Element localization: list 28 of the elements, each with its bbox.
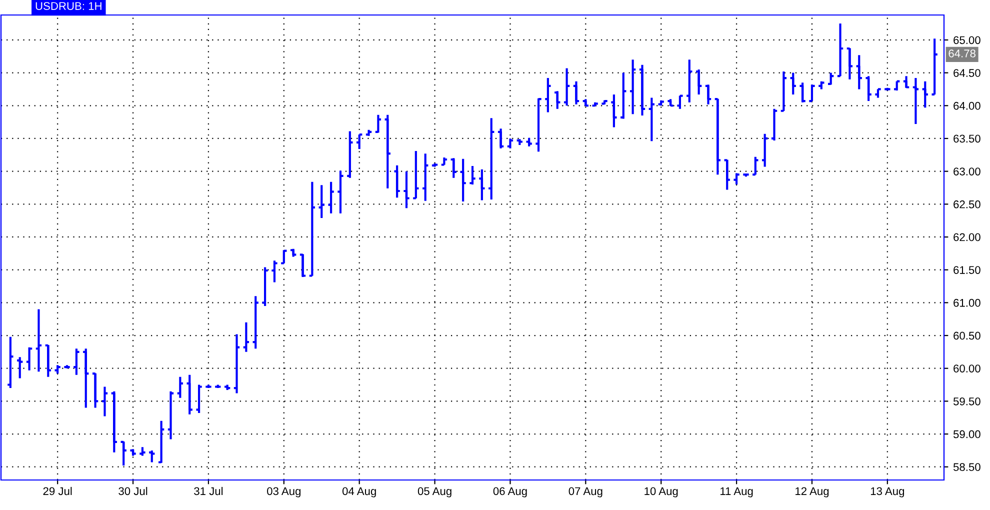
x-tick-label: 10 Aug: [644, 487, 678, 498]
chart-title: USDRUB: 1H: [36, 2, 102, 10]
y-tick-label: 63.50: [954, 134, 980, 143]
x-tick-label: 04 Aug: [342, 487, 376, 498]
y-tick-label: 61.00: [954, 298, 980, 307]
y-tick-label: 58.50: [953, 463, 980, 471]
y-tick-label: 65.00: [954, 36, 980, 44]
y-tick-label: 64.50: [954, 69, 980, 77]
y-tick-label: 59.50: [953, 397, 980, 406]
x-tick-label: 13 Aug: [870, 487, 904, 498]
annotation: 64.78: [948, 50, 976, 58]
y-tick-label: 60.50: [954, 332, 980, 340]
y-tick-label: 59.00: [953, 430, 980, 438]
x-tick-label: 06 Aug: [493, 487, 527, 498]
x-tick-label: 07 Aug: [568, 487, 602, 498]
x-tick-label: 30 Jul: [118, 486, 148, 496]
y-tick-label: 62.00: [954, 233, 980, 242]
y-tick-label: 63.00: [954, 168, 980, 176]
x-tick-label: 03 Aug: [267, 487, 300, 498]
y-tick-label: 60.00: [954, 364, 980, 372]
y-tick-label: 61.50: [954, 266, 980, 274]
y-tick-label: 62.50: [954, 200, 980, 208]
x-tick-label: 11 Aug: [720, 487, 753, 498]
x-tick-label: 31 Jul: [194, 486, 223, 496]
x-tick-label: 29 Jul: [43, 486, 72, 496]
y-tick-label: 64.00: [954, 102, 980, 110]
x-tick-label: 05 Aug: [418, 487, 452, 498]
x-tick-label: 12 Aug: [796, 487, 829, 498]
